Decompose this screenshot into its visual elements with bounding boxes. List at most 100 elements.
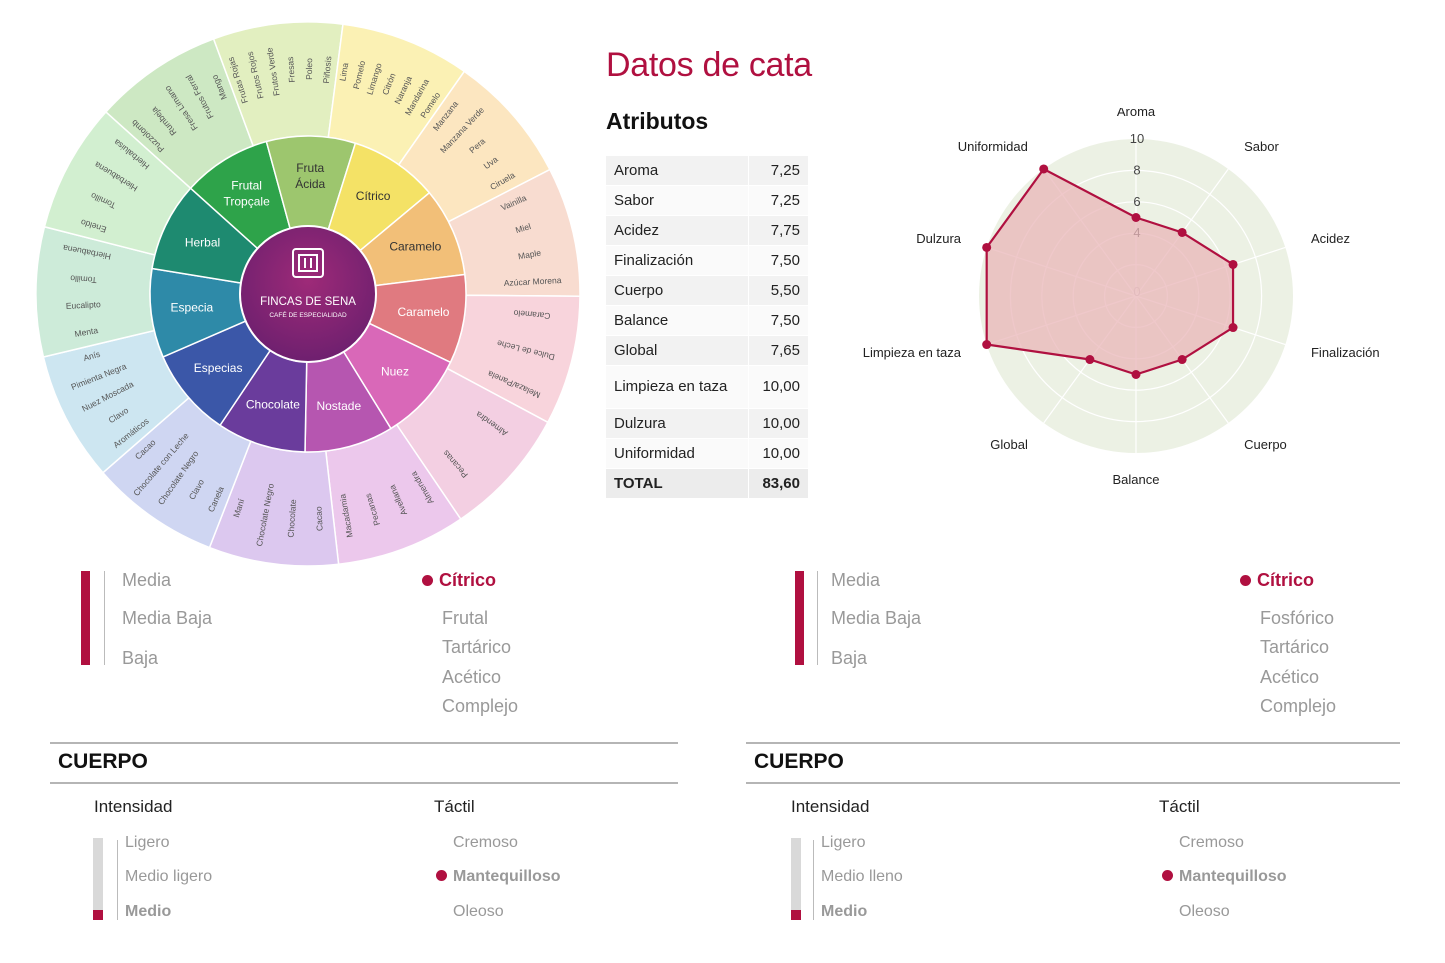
brand-tagline: CAFÉ DE ESPECIALIDAD [269,310,347,319]
acid-type-option: Tartárico [442,637,512,657]
body-intensity-bar [791,838,801,910]
intensity-scale-line [104,571,105,665]
acid-type-option: Complejo [442,696,519,716]
divider [746,782,1400,784]
wheel-outer-label: Menta [74,325,99,339]
radar-category-label: Limpieza en taza [863,345,962,360]
wheel-inner-label: Chocolate [246,398,300,412]
body-level: Medio ligero [125,868,213,885]
wheel-center [239,225,377,363]
radar-category-label: Acidez [1311,231,1350,246]
table-row: Dulzura 10,00 [606,408,808,439]
tactil-option: Cremoso [1179,834,1244,851]
intensity-scale-line [817,571,818,665]
selected-dot-icon [1240,574,1251,586]
tactil-option: Oleoso [1179,903,1230,920]
radar-category-label: Balance [1113,472,1160,487]
tactil-label: Táctil [1159,797,1200,816]
table-row: Cuerpo 5,50 [606,275,808,306]
level-media: Media [831,570,881,590]
body-level-selected: Medio [821,903,868,920]
acid-type-option: Acético [1260,667,1320,687]
body-heading: CUERPO [754,750,844,773]
radar-point [1131,370,1141,379]
divider [50,742,678,744]
radar-tick-label: 10 [1130,131,1144,146]
radar-category-label: Uniformidad [958,139,1028,154]
radar-point [982,340,992,350]
table-row: Acidez 7,75 [606,215,808,246]
radar-category-label: Sabor [1244,139,1279,154]
wheel-outer-label: Maple [517,248,542,262]
acid-type-selected: Cítrico [1240,570,1314,591]
radar-point [1085,355,1095,365]
tactil-label: Táctil [434,797,475,816]
tactil-option: Oleoso [453,903,504,920]
wheel-inner-label: Fruta Ácida [295,161,325,191]
tactil-selected: Mantequilloso [1162,868,1287,886]
body-level: Ligero [125,834,170,851]
table-row: Uniformidad 10,00 [606,438,808,469]
radar-point [1228,323,1238,333]
level-baja: Baja [122,648,159,668]
divider [746,742,1400,744]
table-row: Limpieza en taza 10,00 [606,365,808,409]
body-level: Ligero [821,834,866,851]
wheel-inner-label: Nostade [316,399,361,413]
acid-type-option: Fosfórico [1260,608,1335,628]
wheel-outer-label: Lima [337,62,350,82]
wheel-inner-label: Especias [194,361,243,375]
intensity-label: Intensidad [791,797,870,816]
radar-category-label: Finalización [1311,345,1380,360]
wheel-inner-label: Nuez [381,364,409,378]
acid-type-option: Frutal [442,608,489,628]
table-row: Global 7,65 [606,335,808,366]
wheel-outer-label: Azúcar Morena [504,275,562,288]
wheel-outer-label: Chocolate [286,499,299,538]
body-intensity-marker [791,910,801,920]
level-media-baja: Media Baja [831,608,922,628]
body-level: Medio lleno [821,868,903,885]
wheel-inner-label: Caramelo [389,240,441,254]
acid-type-option: Tartárico [1260,637,1330,657]
wheel-outer-label: Tomillo [70,273,97,285]
tactil-option: Cremoso [453,834,518,851]
wheel-outer-label: Poleo [304,58,314,80]
brand-name: FINCAS DE SENA [260,296,356,308]
acid-type-option: Complejo [1260,696,1337,716]
level-baja: Baja [831,648,868,668]
body-level-selected: Medio [125,903,172,920]
radar-point [1131,213,1141,222]
attributes-table: Aroma 7,25 Sabor 7,25 Acidez 7,75 Finalizac… [606,156,808,499]
intensity-bar [795,571,804,665]
intensity-scale-line [813,840,814,920]
wheel-outer-label: Fresas [285,56,297,83]
radar-category-label: Dulzura [916,231,962,246]
wheel-outer-label: Anís [82,349,101,363]
wheel-outer-label: Cacao [313,506,324,531]
body-heading: CUERPO [58,750,148,773]
page-title: Datos de cata [606,46,812,84]
wheel-inner-label: Caramelo [397,305,449,319]
wheel-inner-label: Especia [171,301,214,315]
wheel-inner-label: Herbal [185,236,220,250]
acid-type-selected: Cítrico [422,570,496,591]
table-row: Aroma 7,25 [606,156,808,186]
radar-chart: 046810AromaSaborAcidezFinalizaciónCuerpo… [863,108,1380,487]
radar-point [1039,164,1049,174]
body-intensity-marker [93,910,103,920]
radar-point [1228,259,1238,269]
wheel-inner-label: Frutal Tropçale [224,179,271,209]
wheel-outer-label: Eucalipto [66,299,102,311]
radar-tick-label: 6 [1133,194,1140,209]
intensity-scale-line [117,840,118,920]
radar-category-label: Aroma [1117,108,1156,119]
table-row: Finalización 7,50 [606,245,808,276]
wheel-outer-label: Miel [514,221,532,235]
wheel-outer-label: Caramelo [513,308,551,321]
brand-logo-icon [292,248,324,278]
radar-point [1177,355,1187,365]
wheel-inner-label: Cítrico [356,189,391,203]
tactil-selected: Mantequilloso [436,868,561,886]
intensity-bar [81,571,90,665]
